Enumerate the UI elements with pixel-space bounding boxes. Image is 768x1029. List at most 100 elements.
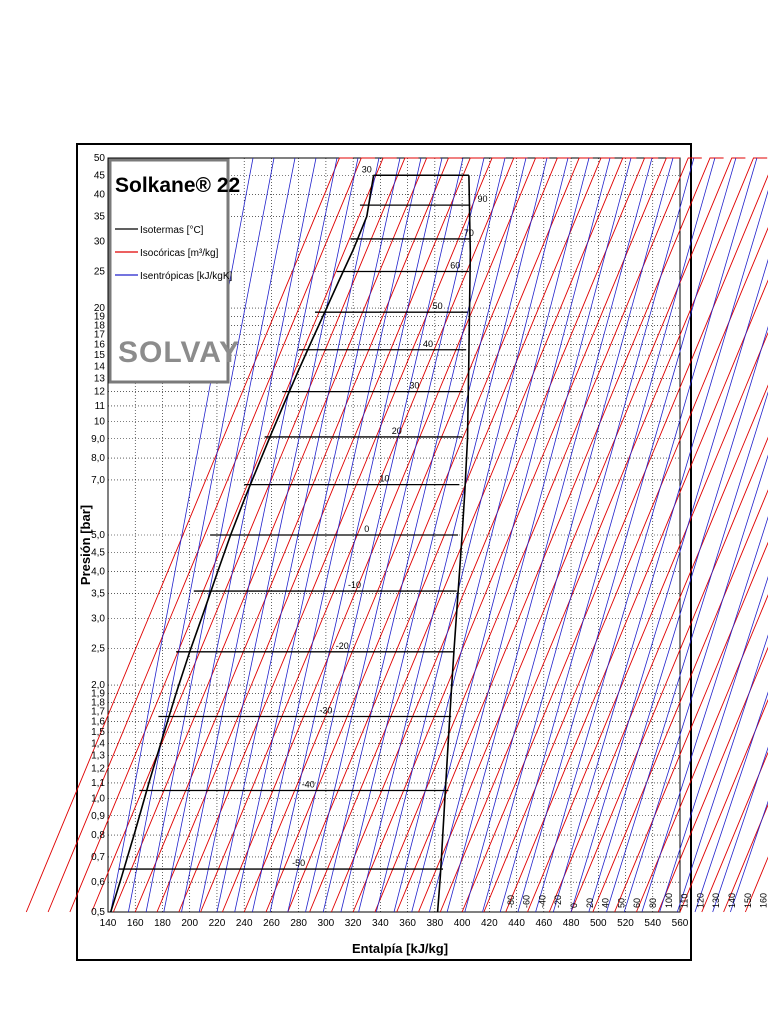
y-tick-label: 4,0: [91, 567, 105, 578]
y-tick-label: 1,2: [91, 764, 105, 775]
y-tick-label: 0,8: [91, 830, 105, 841]
y-tick-label: 4,5: [91, 547, 105, 558]
x-tick-label: 380: [427, 918, 444, 929]
legend-box: Solkane® 22 Isotermas [°C] Isocóricas [m…: [110, 160, 240, 382]
y-tick-label: 20: [94, 303, 106, 314]
vapor-temperature-label: 110: [680, 894, 690, 908]
vapor-temperature-label: 140: [727, 893, 737, 908]
isotherm-label: -30: [319, 706, 332, 716]
y-tick-label: 0,6: [91, 877, 105, 888]
y-tick-label: 3,5: [91, 588, 105, 599]
y-tick-labels: 0,50,60,70,80,91,01,11,21,31,41,51,61,71…: [91, 153, 105, 918]
y-tick-label: 0,7: [91, 852, 105, 863]
y-tick-label: 12: [94, 387, 106, 398]
y-tick-label: 8,0: [91, 453, 105, 464]
x-tick-label: 180: [154, 918, 171, 929]
isotherm-label: 10: [379, 474, 389, 484]
isotherm-label: -10: [348, 580, 361, 590]
y-tick-label: 30: [94, 237, 106, 248]
y-tick-label: 5,0: [91, 530, 105, 541]
x-tick-label: 220: [209, 918, 226, 929]
y-tick-label: 10: [94, 417, 106, 428]
x-tick-label: 260: [263, 918, 280, 929]
vapor-temperature-label: 80: [648, 898, 658, 908]
y-tick-label: 40: [94, 190, 106, 201]
legend-label: Isocóricas [m³/kg]: [140, 248, 219, 259]
x-tick-label: 240: [236, 918, 253, 929]
isotherm-label: 50: [433, 301, 443, 311]
vapor-temperature-label: 120: [695, 893, 705, 908]
y-tick-label: 1,3: [91, 751, 105, 762]
isotherm-label: 60: [450, 260, 460, 270]
y-tick-label: 45: [94, 170, 106, 181]
y-tick-label: 25: [94, 266, 106, 277]
isentrope-line: [713, 158, 768, 912]
y-tick-label: 3,0: [91, 614, 105, 625]
y-tick-label: 1,4: [91, 738, 105, 749]
x-tick-label: 400: [454, 918, 471, 929]
vapor-temperature-label: 60: [632, 898, 642, 908]
x-tick-label: 460: [535, 918, 552, 929]
y-tick-label: 35: [94, 211, 106, 222]
y-tick-label: 50: [94, 153, 106, 164]
isotherm-label: 40: [423, 339, 433, 349]
vapor-temperature-label: 150: [743, 893, 753, 908]
x-tick-label: 440: [508, 918, 525, 929]
x-tick-label: 500: [590, 918, 607, 929]
x-tick-label: 360: [399, 918, 416, 929]
isochore-line: [724, 158, 768, 912]
y-tick-label: 14: [94, 361, 106, 372]
x-tick-label: 280: [290, 918, 307, 929]
y-tick-label: 1,5: [91, 727, 105, 738]
x-axis-title: Entalpía [kJ/kg]: [352, 941, 448, 956]
y-axis-title: Presión [bar]: [78, 505, 93, 585]
y-tick-label: 15: [94, 350, 106, 361]
y-tick-label: 2,0: [91, 680, 105, 691]
x-tick-label: 520: [617, 918, 634, 929]
x-tick-label: 420: [481, 918, 498, 929]
vapor-temperature-label: 40: [601, 898, 611, 908]
isotherm-label: -50: [292, 858, 305, 868]
legend-label: Isentrópicas [kJ/kgK]: [140, 271, 232, 282]
vapor-temperature-label: -20: [553, 895, 563, 908]
y-tick-label: 9,0: [91, 434, 105, 445]
isotherm-label: -20: [336, 641, 349, 651]
y-tick-label: 0,9: [91, 811, 105, 822]
vapor-temperature-label: 0: [569, 903, 579, 908]
x-tick-label: 200: [181, 918, 198, 929]
x-tick-label: 480: [563, 918, 580, 929]
vapor-temperature-label: 50: [616, 898, 626, 908]
x-tick-label: 140: [100, 918, 117, 929]
vapor-temperature-label: -80: [506, 895, 516, 908]
y-tick-label: 1,6: [91, 717, 105, 728]
x-tick-label: 560: [672, 918, 689, 929]
x-tick-label: 540: [644, 918, 661, 929]
isochore-line: [702, 158, 768, 912]
y-tick-label: 11: [95, 401, 106, 412]
x-tick-label: 340: [372, 918, 389, 929]
isotherm-label: 30: [362, 164, 372, 174]
y-tick-label: 1,1: [91, 778, 105, 789]
y-tick-label: 13: [94, 374, 106, 385]
y-tick-label: 1,7: [91, 707, 105, 718]
isotherm-label: -40: [302, 780, 315, 790]
y-tick-label: 2,5: [91, 643, 105, 654]
isotherm-label: 90: [478, 194, 488, 204]
y-tick-label: 1,0: [91, 794, 105, 805]
isotherm-label: 20: [392, 426, 402, 436]
legend-title: Solkane® 22: [115, 174, 240, 197]
y-tick-label: 17: [94, 330, 106, 341]
y-tick-label: 7,0: [91, 475, 105, 486]
x-tick-label: 160: [127, 918, 144, 929]
vapor-temperature-label: 160: [759, 893, 768, 908]
vapor-temperature-label: -60: [522, 895, 532, 908]
isotherm-label: 0: [364, 524, 369, 534]
x-tick-label: 320: [345, 918, 362, 929]
solvay-logo: SOLVAY: [118, 336, 240, 369]
vapor-temperature-label: 20: [585, 898, 595, 908]
x-tick-label: 300: [318, 918, 335, 929]
vapor-temperature-label: 100: [664, 893, 674, 908]
isotherm-label: 70: [464, 228, 474, 238]
isotherm-label: 30: [409, 381, 419, 391]
